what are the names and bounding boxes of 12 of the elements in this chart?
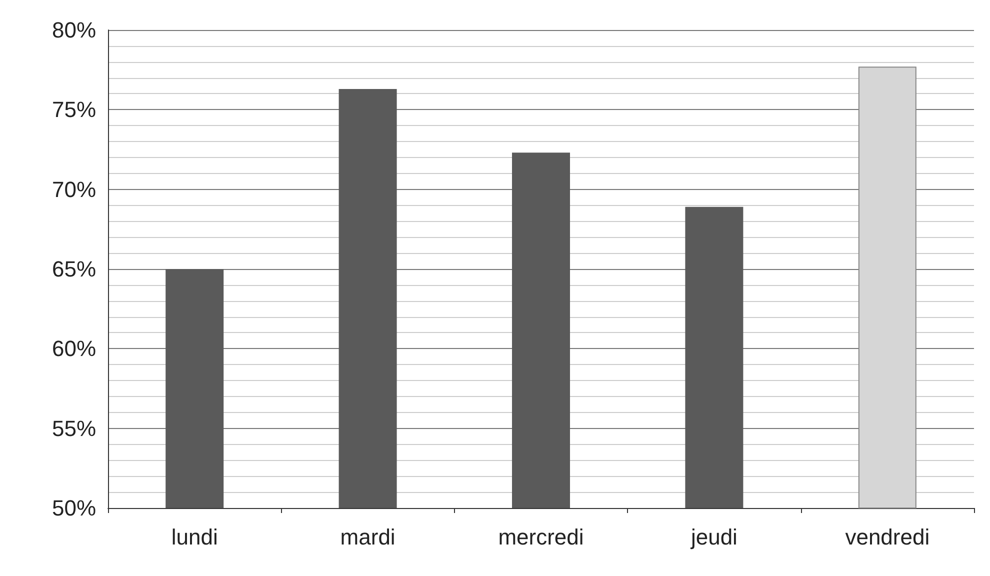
y-tick-label: 50% (52, 496, 96, 520)
y-tick-label: 70% (52, 176, 96, 202)
y-tick-label: 75% (52, 97, 96, 122)
y-tick-label: 55% (52, 416, 96, 441)
y-tick-label: 80% (52, 18, 96, 42)
x-tick-label: lundi (171, 524, 218, 550)
y-tick-label: 65% (52, 256, 96, 282)
x-tick-label: vendredi (845, 524, 930, 550)
y-tick-label: 60% (52, 336, 96, 362)
x-tick-label: jeudi (690, 524, 738, 550)
x-tick-label: mardi (340, 524, 396, 550)
x-tick-label: mercredi (498, 524, 584, 550)
